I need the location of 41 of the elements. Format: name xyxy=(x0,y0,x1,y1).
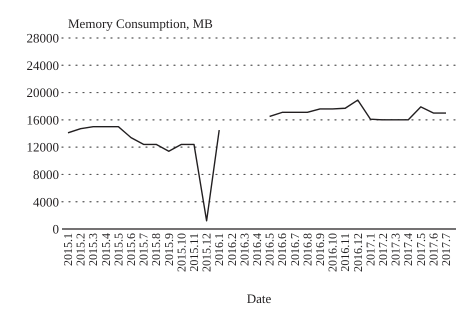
x-tick-label: 2016.12 xyxy=(350,233,365,272)
x-tick-label: 2016.6 xyxy=(275,233,290,266)
y-tick-label: 24000 xyxy=(26,58,59,73)
x-tick-label: 2017.2 xyxy=(376,233,390,266)
x-tick-label: 2017.6 xyxy=(426,233,440,266)
x-tick-label: 2015.7 xyxy=(136,233,151,266)
x-tick-label: 2016.4 xyxy=(250,233,264,266)
y-tick-label: 28000 xyxy=(26,30,59,46)
x-tick-label: 2016.7 xyxy=(288,233,302,266)
x-tick-label: 2015.1 xyxy=(61,233,75,266)
x-tick-label: 2016.8 xyxy=(300,233,314,266)
y-tick-label: 4000 xyxy=(33,194,59,210)
x-tick-label: 2015.12 xyxy=(200,233,214,272)
x-tick-label: 2017.7 xyxy=(439,233,453,266)
x-tick-label: 2017.4 xyxy=(401,233,416,266)
y-tick-label: 16000 xyxy=(26,112,59,128)
y-tick-label: 0 xyxy=(52,222,59,237)
y-tick-label: 8000 xyxy=(33,166,59,182)
x-tick-label: 2015.4 xyxy=(98,233,113,266)
x-tick-label: 2015.10 xyxy=(174,233,188,272)
x-tick-label: 2016.5 xyxy=(262,233,277,266)
x-tick-label: 2017.1 xyxy=(363,233,378,266)
x-tick-label: 2017.3 xyxy=(388,233,403,266)
y-tick-label: 12000 xyxy=(26,140,59,155)
x-tick-label: 2016.11 xyxy=(338,233,352,272)
x-tick-label: 2015.6 xyxy=(124,233,138,266)
x-tick-label: 2015.8 xyxy=(149,233,164,266)
x-tick-label: 2015.2 xyxy=(74,233,88,266)
y-axis-title: Memory Consumption, MB xyxy=(68,16,214,31)
x-tick-label: 2015.3 xyxy=(86,233,100,266)
x-tick-label: 2016.2 xyxy=(224,233,239,266)
x-tick-label: 2016.9 xyxy=(313,233,327,266)
x-tick-label: 2017.5 xyxy=(414,233,428,266)
x-tick-label: 2016.1 xyxy=(212,233,226,266)
x-axis-title: Date xyxy=(246,291,272,306)
x-tick-label: 2015.9 xyxy=(162,233,176,266)
x-tick-label: 2016.10 xyxy=(326,233,340,272)
x-tick-label: 2015.5 xyxy=(111,233,126,266)
y-tick-label: 20000 xyxy=(26,85,59,100)
x-tick-label: 2016.3 xyxy=(237,233,252,266)
x-tick-label: 2015.11 xyxy=(187,233,201,272)
